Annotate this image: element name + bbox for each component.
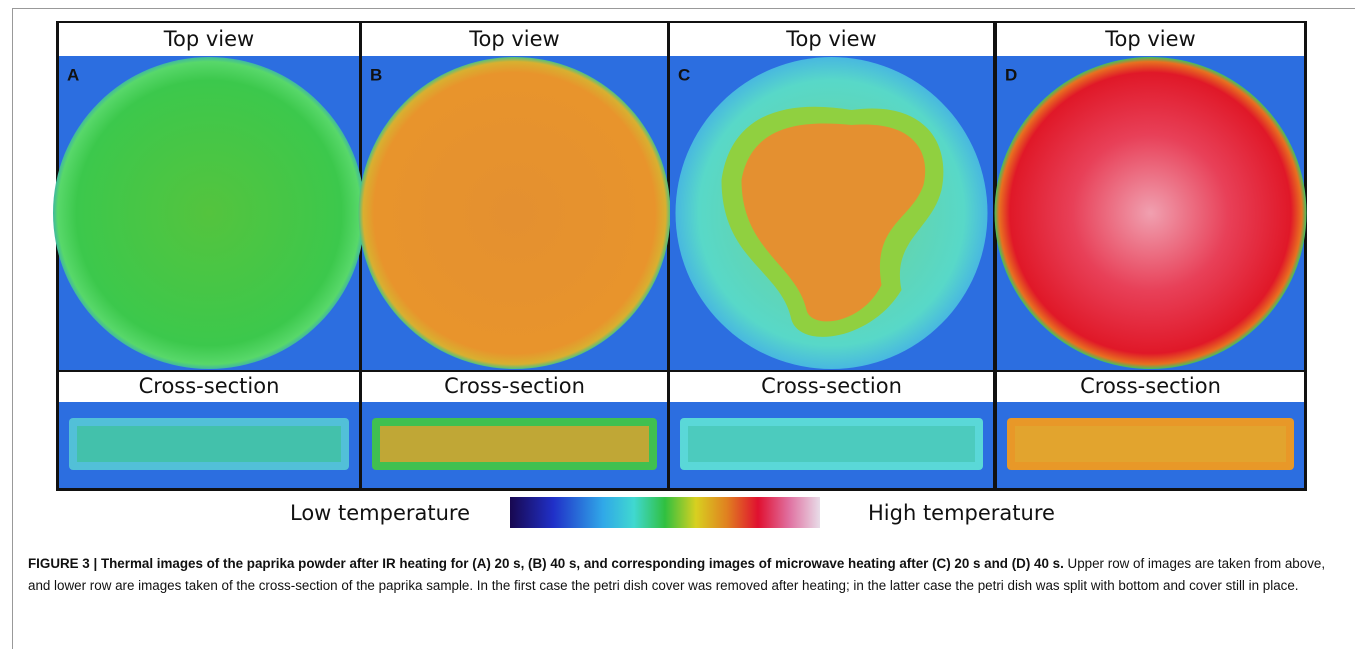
- panel-label: A: [67, 65, 79, 84]
- dish: [53, 57, 365, 369]
- page: {"panels": [ {"label": "A", "top_title":…: [0, 0, 1355, 649]
- sample-core: [688, 426, 975, 462]
- bottom-title: Cross-section: [761, 374, 902, 398]
- top-title: Top view: [163, 27, 254, 51]
- dish: [359, 57, 671, 369]
- colorbar: [510, 497, 820, 528]
- bottom-title: Cross-section: [444, 374, 585, 398]
- panel-label: B: [370, 65, 382, 84]
- figure: Top view A Cross-section Top view B Cross-sec…: [0, 0, 1355, 545]
- panel-label: D: [1005, 65, 1017, 84]
- bottom-title: Cross-section: [1080, 374, 1221, 398]
- panel-label: C: [678, 65, 690, 84]
- caption-title: FIGURE 3 | Thermal images of the paprika…: [28, 556, 1064, 571]
- sample-core: [77, 426, 341, 462]
- legend-high: High temperature: [868, 501, 1055, 525]
- bottom-title: Cross-section: [139, 374, 280, 398]
- top-title: Top view: [468, 27, 559, 51]
- dish: [995, 57, 1307, 369]
- legend-low: Low temperature: [290, 501, 470, 525]
- top-title: Top view: [1104, 27, 1195, 51]
- panels: Top view A Cross-section Top view B Cross-sec…: [53, 23, 1307, 488]
- sample-core: [380, 426, 649, 462]
- top-title: Top view: [785, 27, 876, 51]
- caption: FIGURE 3 | Thermal images of the paprika…: [28, 553, 1328, 597]
- sample-core: [1015, 426, 1286, 462]
